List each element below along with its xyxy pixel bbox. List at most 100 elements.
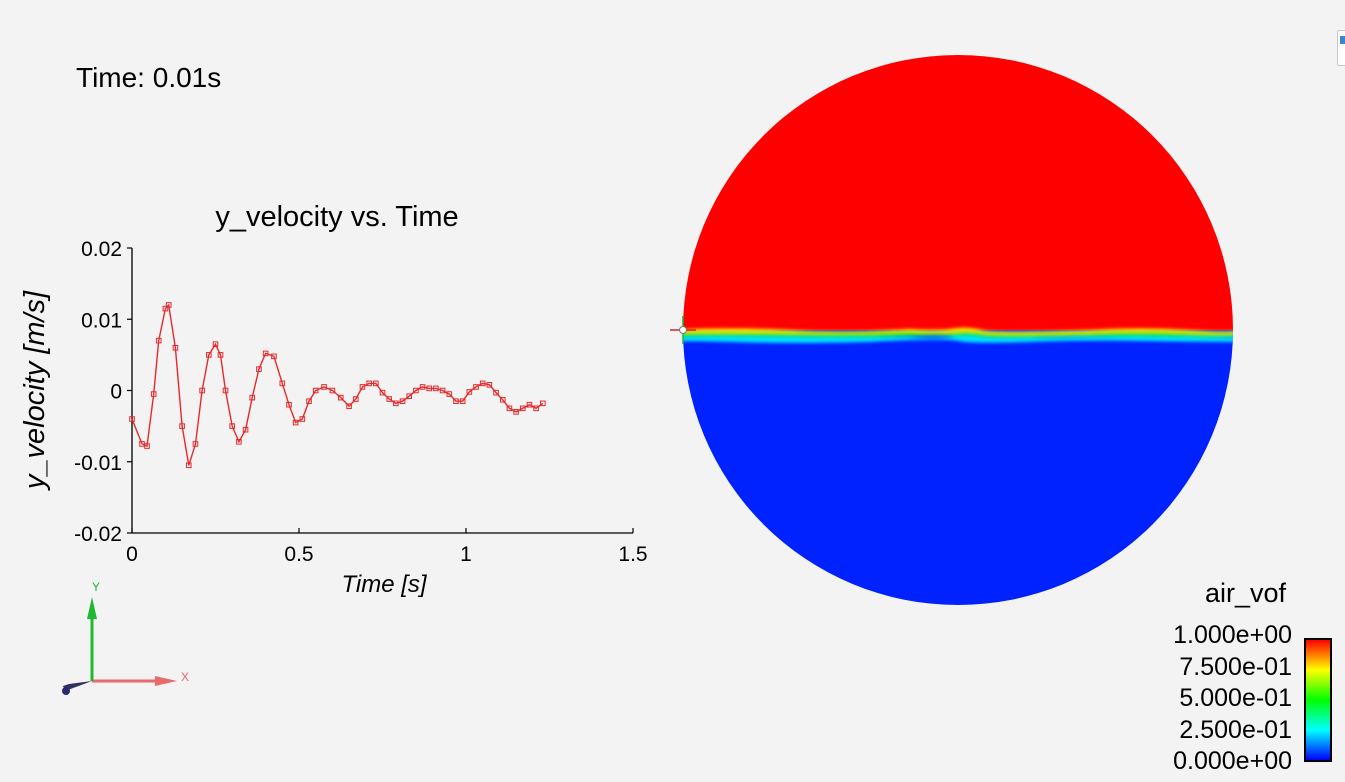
legend-label: 0.000e+00 xyxy=(1173,747,1292,775)
data-point xyxy=(540,400,546,407)
data-point xyxy=(379,389,386,396)
data-point xyxy=(352,396,359,402)
data-point xyxy=(413,387,419,394)
data-point xyxy=(306,398,312,404)
air-phase-region xyxy=(683,55,1233,330)
data-point xyxy=(144,443,150,449)
data-point xyxy=(279,380,286,387)
y-tick-group: 0.02 0.01 0 -0.01 -0.02 xyxy=(74,238,132,546)
data-point xyxy=(162,305,169,312)
data-point xyxy=(256,366,262,372)
x-tick-label: 1 xyxy=(460,543,472,566)
probe-point-marker[interactable] xyxy=(670,316,696,344)
x-tick-label: 1.5 xyxy=(618,543,647,566)
data-point xyxy=(473,384,479,390)
data-point xyxy=(493,389,499,396)
axes-triad[interactable]: X Y xyxy=(55,575,205,705)
y-tick-label: -0.01 xyxy=(74,452,122,475)
chart-title: y_velocity vs. Time xyxy=(215,201,458,233)
legend-label: 7.500e-01 xyxy=(1179,652,1292,681)
x-tick-group: 0 0.5 1 1.5 xyxy=(126,528,648,566)
legend-label: 2.500e-01 xyxy=(1179,715,1292,744)
data-point xyxy=(393,400,399,407)
data-point xyxy=(337,394,344,401)
data-point xyxy=(292,419,299,426)
toolbar-toggle-button[interactable] xyxy=(1337,30,1345,66)
data-point xyxy=(426,385,433,392)
data-point xyxy=(312,387,319,394)
colorbar xyxy=(1304,638,1332,762)
data-point xyxy=(406,393,413,399)
data-point xyxy=(179,423,185,429)
legend-title: air_vof xyxy=(1205,578,1287,608)
data-point xyxy=(249,394,256,401)
series-group xyxy=(129,302,546,469)
y-tick-label: 0.01 xyxy=(81,309,122,332)
data-point xyxy=(155,337,162,344)
y-tick-label: 0.02 xyxy=(81,238,122,261)
x-axis-letter: X xyxy=(181,670,189,684)
series-line xyxy=(131,303,544,466)
data-point xyxy=(206,352,212,358)
legend-labels: 1.000e+00 7.500e-01 5.000e-01 2.500e-01 … xyxy=(1150,620,1292,778)
data-point xyxy=(346,403,352,409)
x-axis-label: Time [s] xyxy=(341,571,427,598)
y-tick-label: 0 xyxy=(110,381,122,404)
legend-label: 1.000e+00 xyxy=(1173,621,1292,649)
y-axis-label: y_velocity [m/s] xyxy=(19,290,51,491)
data-point xyxy=(446,391,453,397)
data-point xyxy=(419,384,426,390)
data-point xyxy=(439,387,446,394)
data-point xyxy=(262,350,269,357)
time-label: Time: 0.01s xyxy=(76,62,222,93)
data-point xyxy=(242,426,249,433)
data-point xyxy=(271,353,277,360)
data-point xyxy=(229,423,235,429)
data-point xyxy=(519,405,526,412)
data-point xyxy=(286,401,292,408)
data-point xyxy=(150,391,157,397)
x-tick-label: 0 xyxy=(126,543,138,566)
data-point xyxy=(399,398,406,404)
data-point xyxy=(192,441,199,447)
data-point xyxy=(486,382,493,388)
data-point xyxy=(499,396,506,403)
data-point xyxy=(172,344,179,351)
data-point xyxy=(217,352,224,358)
data-point xyxy=(526,401,533,408)
data-point xyxy=(236,439,242,445)
contour-domain xyxy=(670,55,1233,605)
y-tick-label: -0.02 xyxy=(74,523,122,546)
data-point xyxy=(453,398,459,404)
x-tick-label: 0.5 xyxy=(284,543,313,566)
data-point xyxy=(212,341,219,347)
y-axis-arrow xyxy=(87,597,97,681)
data-point xyxy=(329,387,336,394)
data-point xyxy=(433,385,439,392)
z-axis-arrow xyxy=(62,681,92,695)
data-point xyxy=(129,416,135,422)
data-point xyxy=(513,409,519,415)
window-icon xyxy=(1340,36,1345,44)
phase-interface-band xyxy=(683,327,1233,343)
data-point xyxy=(366,380,372,387)
data-point xyxy=(386,396,392,402)
data-point xyxy=(359,384,366,390)
data-point xyxy=(479,380,486,387)
y-axis-letter: Y xyxy=(92,580,100,594)
data-point xyxy=(506,405,513,412)
data-point xyxy=(466,389,473,395)
data-point xyxy=(373,380,379,387)
data-point xyxy=(165,302,172,308)
xy-plot: y_velocity vs. Time 0.020.010-0.01-0.02 … xyxy=(19,201,648,598)
data-point xyxy=(459,398,466,404)
data-point xyxy=(222,387,229,394)
x-axis-arrow xyxy=(92,676,177,686)
contour-fill xyxy=(683,55,1233,605)
data-point xyxy=(299,416,306,422)
data-point xyxy=(321,384,327,390)
data-point xyxy=(185,462,192,469)
data-point xyxy=(533,405,539,412)
water-phase-region xyxy=(683,330,1233,605)
data-point xyxy=(199,387,205,394)
